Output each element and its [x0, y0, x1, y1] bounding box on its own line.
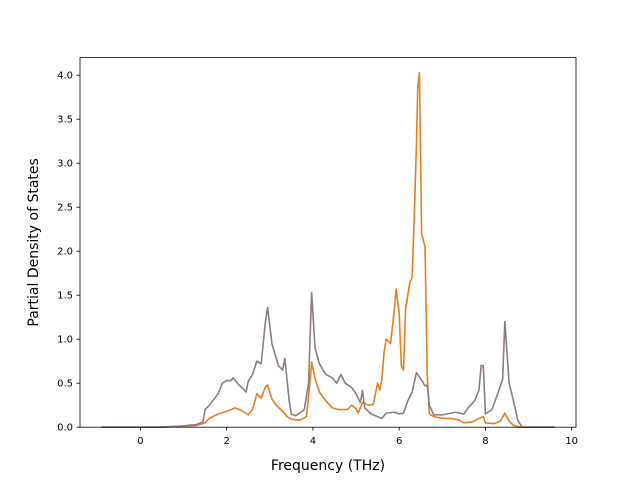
x-tick-label: 10 [565, 436, 578, 447]
plot-area [80, 57, 576, 428]
y-tick-label: 0.5 [57, 379, 73, 390]
y-tick-label: 2.0 [57, 247, 73, 258]
y-tick-label: 1.5 [57, 291, 73, 302]
series-line-1 [101, 71, 555, 429]
y-axis-label: Partial Density of States [26, 158, 42, 326]
y-tick-label: 0.0 [57, 423, 73, 434]
y-axis-ticks: 0.0 0.5 1.0 1.5 2.0 2.5 3.0 3.5 4.0 [57, 71, 80, 434]
y-tick-label: 2.5 [57, 203, 73, 214]
axes-frame [79, 57, 577, 428]
y-tick-label: 3.5 [57, 115, 73, 126]
y-tick-label: 4.0 [57, 71, 73, 82]
x-tick-label: 4 [310, 436, 316, 447]
y-tick-label: 1.0 [57, 335, 73, 346]
x-tick-label: 6 [396, 436, 402, 447]
series-line-2 [101, 291, 555, 429]
series-layer [101, 71, 555, 429]
x-tick-label: 8 [482, 436, 488, 447]
x-tick-label: 2 [223, 436, 229, 447]
x-axis-ticks: 0 2 4 6 8 10 [137, 427, 578, 447]
x-tick-label: 0 [137, 436, 143, 447]
x-axis-label: Frequency (THz) [271, 458, 385, 474]
y-tick-label: 3.0 [57, 159, 73, 170]
